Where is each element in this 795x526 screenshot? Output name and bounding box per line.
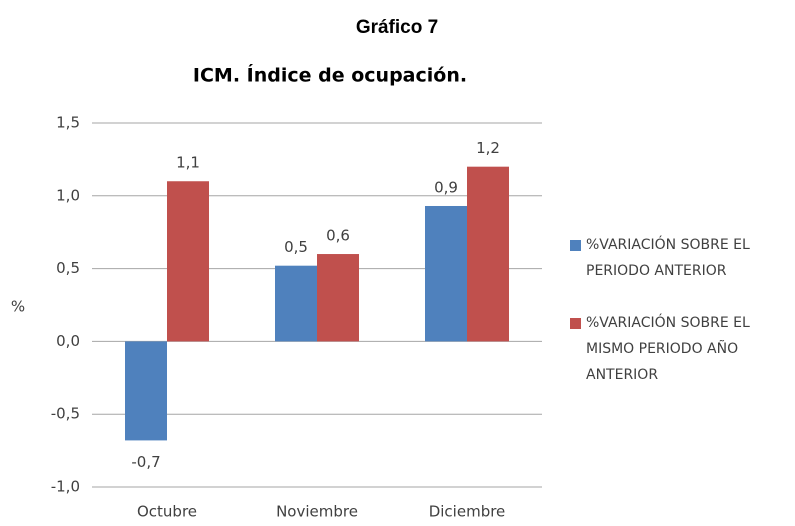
legend-label: %VARIACIÓN SOBRE EL PERIODO ANTERIOR xyxy=(586,237,750,279)
bar xyxy=(125,341,167,441)
data-label: 0,6 xyxy=(326,227,350,245)
y-tick-label: 1,0 xyxy=(56,186,80,204)
y-tick-label: -0,5 xyxy=(51,405,80,423)
data-label: 1,1 xyxy=(176,154,200,172)
data-label: 0,5 xyxy=(284,238,308,256)
y-tick-label: 0,0 xyxy=(56,332,80,350)
data-label: -0,7 xyxy=(131,453,160,471)
bar xyxy=(167,181,209,342)
x-tick-label: Noviembre xyxy=(276,503,358,521)
x-tick-label: Diciembre xyxy=(429,503,506,521)
data-label: 1,2 xyxy=(476,139,500,157)
data-label: 0,9 xyxy=(434,178,458,196)
chart-subtitle: ICM. Índice de ocupación. xyxy=(193,64,467,87)
legend: %VARIACIÓN SOBRE EL PERIODO ANTERIOR %VAR… xyxy=(570,232,790,414)
legend-swatch xyxy=(570,240,581,251)
y-tick-label: 1,5 xyxy=(56,114,80,132)
chart-title: Gráfico 7 xyxy=(356,17,438,38)
bar xyxy=(425,205,467,342)
legend-swatch xyxy=(570,318,581,329)
bar xyxy=(467,166,509,342)
y-tick-label: -1,0 xyxy=(51,478,80,496)
legend-item: %VARIACIÓN SOBRE EL PERIODO ANTERIOR xyxy=(570,232,790,284)
y-tick-label: 0,5 xyxy=(56,259,80,277)
bar xyxy=(317,254,359,342)
legend-label: %VARIACIÓN SOBRE EL MISMO PERIODO AÑO AN… xyxy=(586,315,750,383)
y-axis-label: % xyxy=(11,298,25,316)
legend-item: %VARIACIÓN SOBRE EL MISMO PERIODO AÑO AN… xyxy=(570,310,790,388)
x-tick-label: Octubre xyxy=(137,503,197,521)
bar xyxy=(275,265,317,342)
